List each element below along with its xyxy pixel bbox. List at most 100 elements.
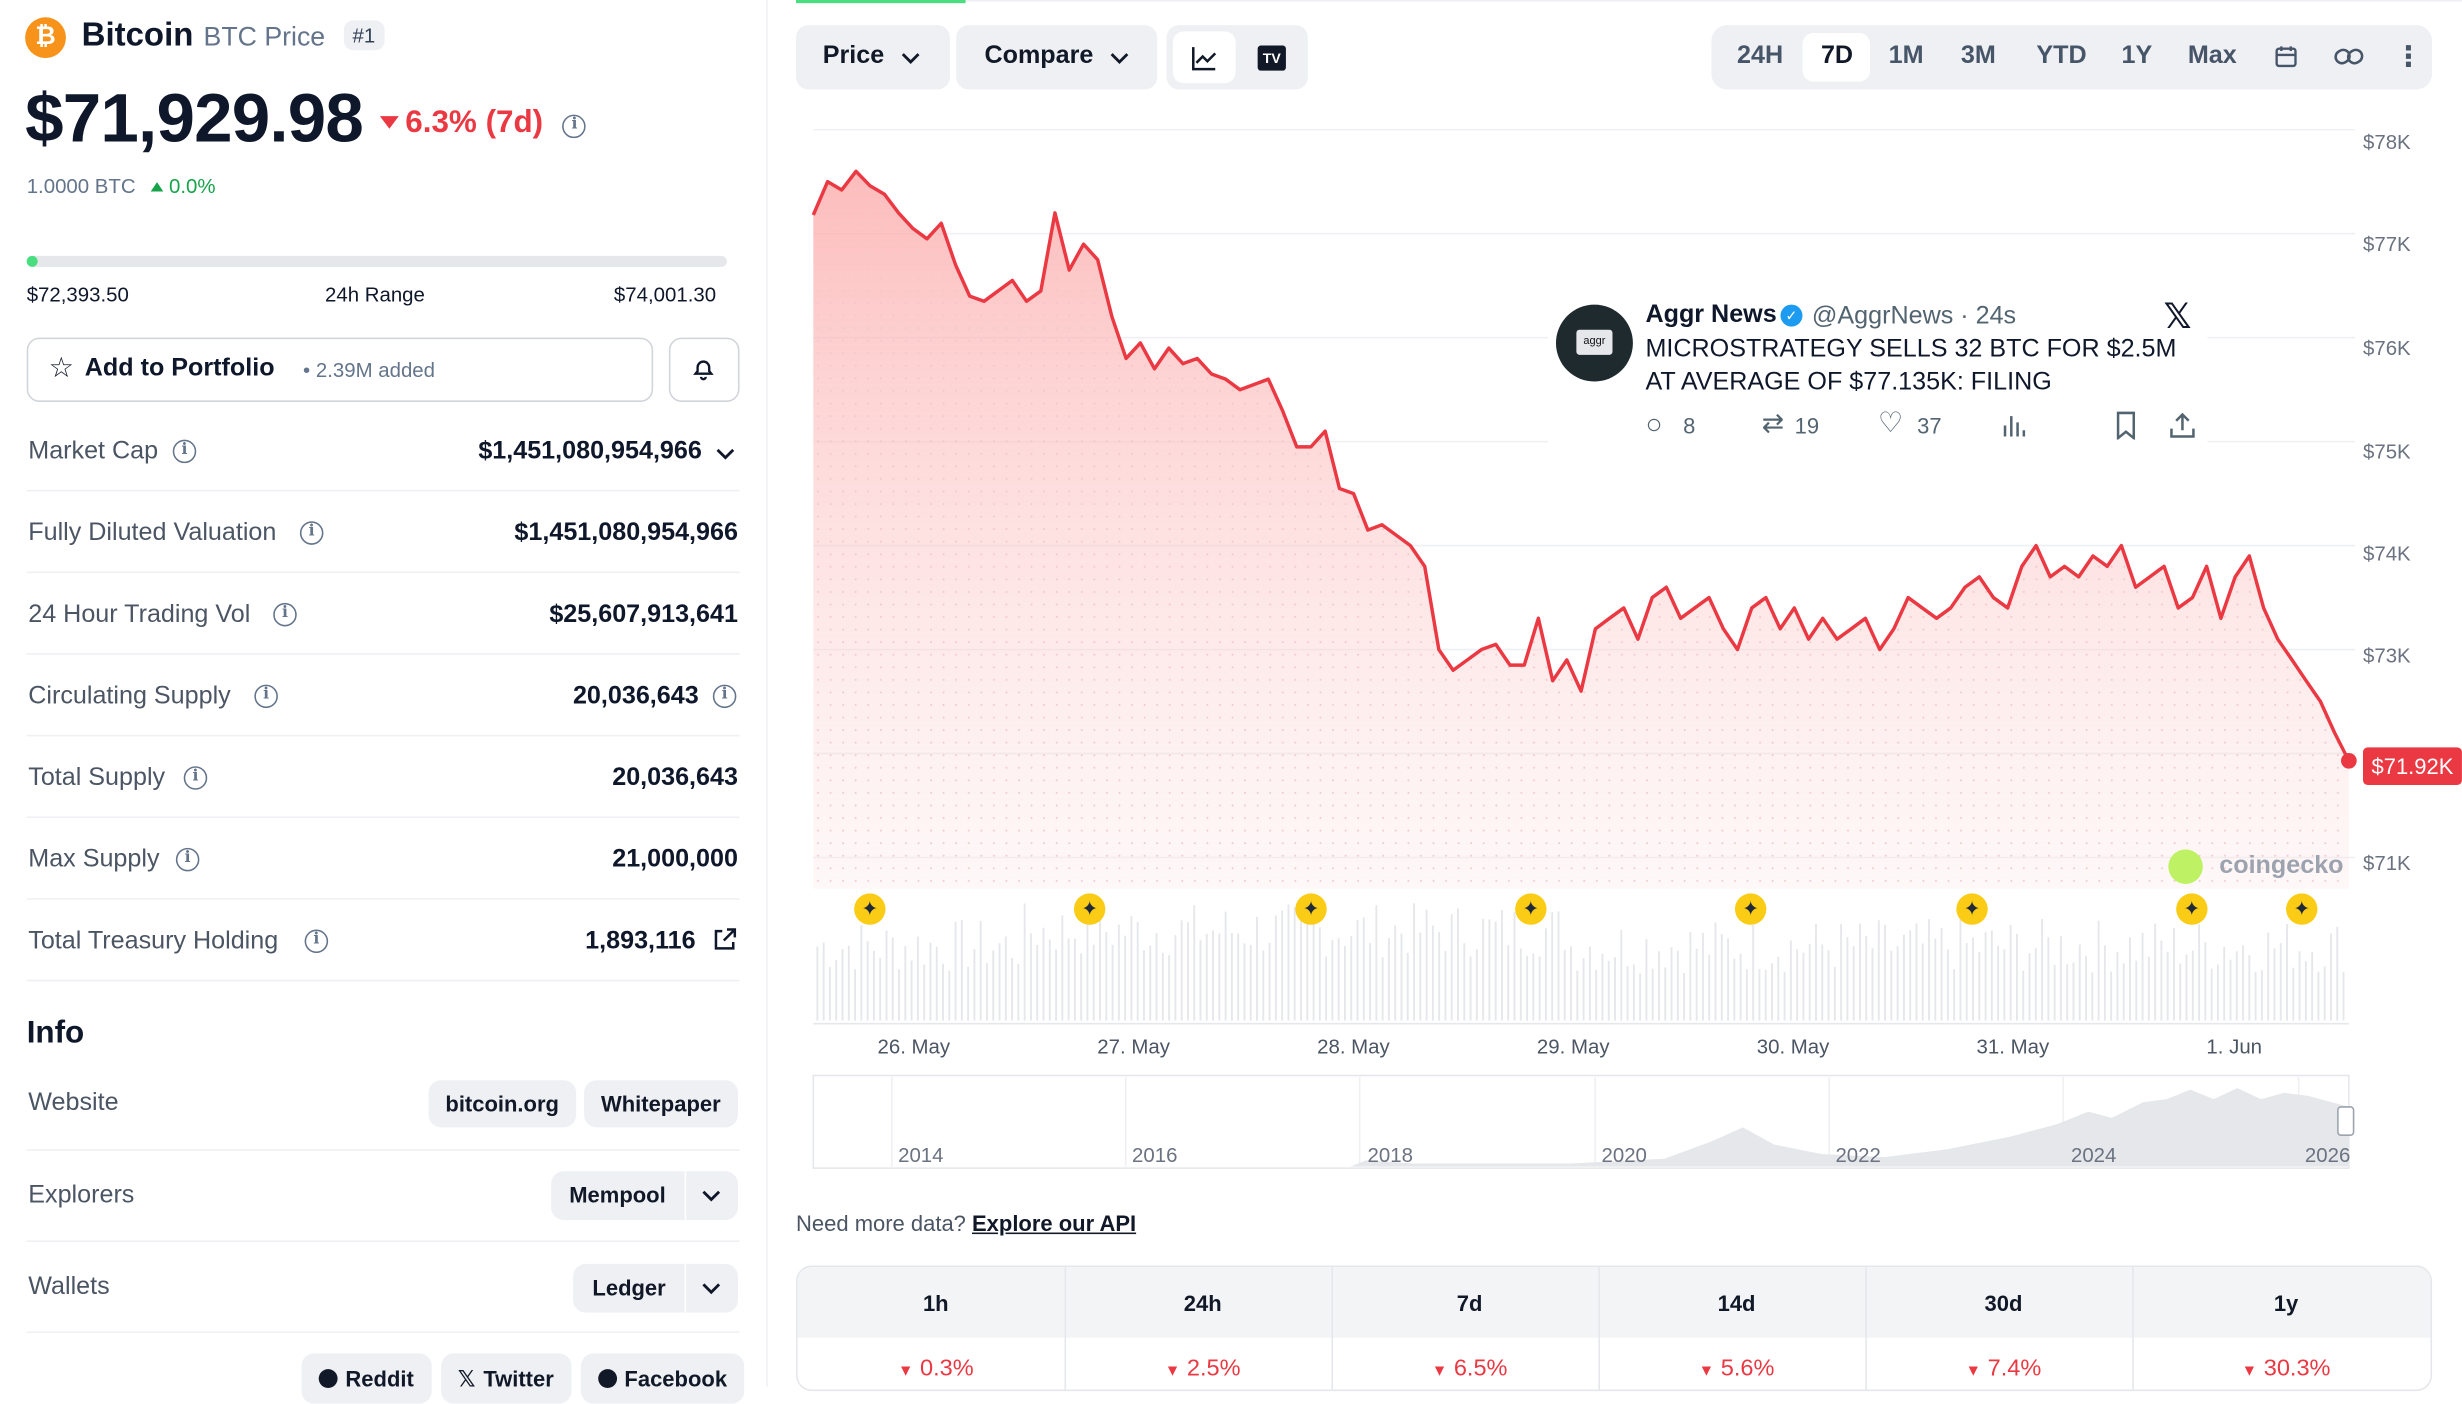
line-chart-button[interactable]	[1172, 31, 1236, 84]
info-icon[interactable]: i	[562, 114, 587, 139]
btc-value: 1.0000 BTC	[26, 174, 136, 198]
range-max[interactable]: Max	[2187, 42, 2237, 70]
share-icon[interactable]	[2168, 411, 2196, 439]
volume-bar	[979, 920, 982, 1021]
volume-bar	[1840, 924, 1843, 1021]
stat-label: 24 Hour Trading Vol	[28, 601, 251, 629]
volume-bar	[1444, 950, 1447, 1021]
price-block: $71,929.98 6.3% (7d) i	[25, 80, 587, 159]
wallet-dropdown[interactable]: Ledger	[573, 1263, 738, 1313]
explorer-dropdown[interactable]: Mempool	[550, 1171, 738, 1220]
info-icon[interactable]: i	[273, 602, 297, 627]
stat-value: 1,893,116	[585, 927, 696, 955]
info-icon[interactable]: i	[299, 521, 324, 545]
stat-value: $1,451,080,954,966	[514, 519, 738, 547]
range-7d[interactable]: 7D	[1820, 42, 1854, 70]
twitter-link[interactable]: 𝕏 Twitter	[440, 1353, 572, 1404]
volume-bar	[1469, 956, 1472, 1021]
info-icon[interactable]: i	[172, 439, 197, 464]
x-tick: 27. May	[1097, 1034, 1170, 1059]
coin-logo: ₿	[25, 17, 66, 59]
tradingview-button[interactable]: TV	[1242, 31, 1302, 83]
navigator-handle[interactable]	[2337, 1106, 2355, 1136]
reply-icon[interactable]: ○	[1645, 408, 1663, 440]
volume-bar	[1306, 916, 1309, 1021]
stat-value: 21,000,000	[612, 846, 738, 873]
chevron-down-icon[interactable]	[686, 1171, 738, 1220]
facebook-link[interactable]: Facebook	[580, 1353, 745, 1404]
news-star-icon[interactable]: ✦	[1073, 893, 1106, 925]
calendar-icon[interactable]	[2274, 44, 2299, 69]
volume-bar	[2292, 967, 2295, 1021]
volume-bar	[2267, 932, 2270, 1021]
volume-bar	[1645, 939, 1648, 1021]
range-ytd[interactable]: YTD	[2036, 42, 2087, 70]
chevron-down-icon[interactable]	[714, 443, 736, 465]
chevron-down-icon[interactable]	[686, 1264, 738, 1313]
views-icon[interactable]	[2000, 413, 2026, 438]
price-dropdown[interactable]: Price	[796, 25, 950, 90]
volume-bar	[1676, 950, 1679, 1021]
volume-bar	[2235, 951, 2238, 1021]
volume-bar	[2273, 948, 2276, 1021]
news-star-icon[interactable]: ✦	[1956, 893, 1988, 925]
volume-bar	[1017, 964, 1020, 1021]
range-3m[interactable]: 3M	[1960, 42, 1996, 70]
link-icon[interactable]	[2333, 44, 2364, 69]
news-star-icon[interactable]: ✦	[2176, 893, 2208, 925]
whitepaper-link[interactable]: Whitepaper	[583, 1080, 738, 1128]
caret-down-icon: ▼	[2241, 1362, 2258, 1381]
like-icon[interactable]: ♡	[1877, 406, 1904, 439]
volume-bar	[835, 960, 838, 1021]
volume-bar	[2286, 923, 2288, 1021]
news-star-icon[interactable]: ✦	[2286, 893, 2318, 925]
info-icon[interactable]: i	[175, 847, 200, 872]
news-star-icon[interactable]: ✦	[1295, 893, 1327, 925]
info-icon[interactable]: i	[304, 929, 329, 954]
navigator-history-area	[813, 1088, 2349, 1167]
like-count: 37	[1917, 412, 1942, 439]
external-link-icon[interactable]	[711, 926, 738, 953]
volume-bar	[923, 964, 926, 1021]
volume-bar	[2229, 959, 2232, 1021]
api-prompt: Need more data? Explore our API	[796, 1211, 1136, 1236]
info-icon[interactable]: i	[254, 684, 278, 709]
stat-value: 20,036,643	[572, 682, 699, 710]
volume-bar	[1111, 944, 1114, 1021]
volume-bar	[992, 950, 995, 1021]
add-to-portfolio-button[interactable]: ☆ Add to Portfolio • 2.39M added	[26, 337, 654, 402]
tweet-card[interactable]: aggr Aggr News ✓ @AggrNews · 24s 𝕏 MICRO…	[1548, 292, 2208, 462]
explorer-link[interactable]: Mempool	[550, 1171, 687, 1220]
volume-bar	[1199, 939, 1202, 1021]
facebook-label: Facebook	[624, 1365, 728, 1392]
info-icon[interactable]: i	[183, 766, 208, 790]
range-24h[interactable]: 24H	[1737, 42, 1784, 70]
reddit-link[interactable]: Reddit	[301, 1353, 432, 1404]
retweet-icon[interactable]: ⇄	[1761, 408, 1785, 439]
volume-bar	[1482, 918, 1485, 1021]
x-logo-icon[interactable]: 𝕏	[2163, 296, 2192, 337]
wallet-link[interactable]: Ledger	[574, 1263, 687, 1313]
perf-value: ▼ 6.5%	[1336, 1338, 1603, 1401]
bookmark-icon[interactable]	[2113, 411, 2138, 440]
volume-bar	[2097, 920, 2100, 1021]
y-tick: $75K	[2363, 439, 2411, 464]
volume-bar	[1701, 932, 1704, 1021]
news-star-icon[interactable]: ✦	[1515, 893, 1547, 925]
news-star-icon[interactable]: ✦	[854, 893, 886, 925]
volume-bar	[1161, 952, 1164, 1021]
volume-bar	[1777, 956, 1780, 1021]
coin-price: $71,929.98	[25, 80, 364, 158]
volume-bar	[1984, 932, 1987, 1021]
more-options-icon[interactable]: ⋮	[2394, 40, 2423, 73]
explore-api-link[interactable]: Explore our API	[972, 1210, 1137, 1236]
range-1m[interactable]: 1M	[1888, 42, 1924, 70]
volume-bar	[1507, 945, 1510, 1021]
website-link[interactable]: bitcoin.org	[428, 1080, 577, 1128]
news-star-icon[interactable]: ✦	[1734, 893, 1767, 925]
info-icon[interactable]: i	[712, 684, 737, 709]
range-1y[interactable]: 1Y	[2121, 42, 2153, 70]
volume-bar	[2179, 963, 2182, 1021]
price-alert-button[interactable]	[668, 337, 740, 402]
compare-dropdown[interactable]: Compare	[956, 25, 1158, 90]
